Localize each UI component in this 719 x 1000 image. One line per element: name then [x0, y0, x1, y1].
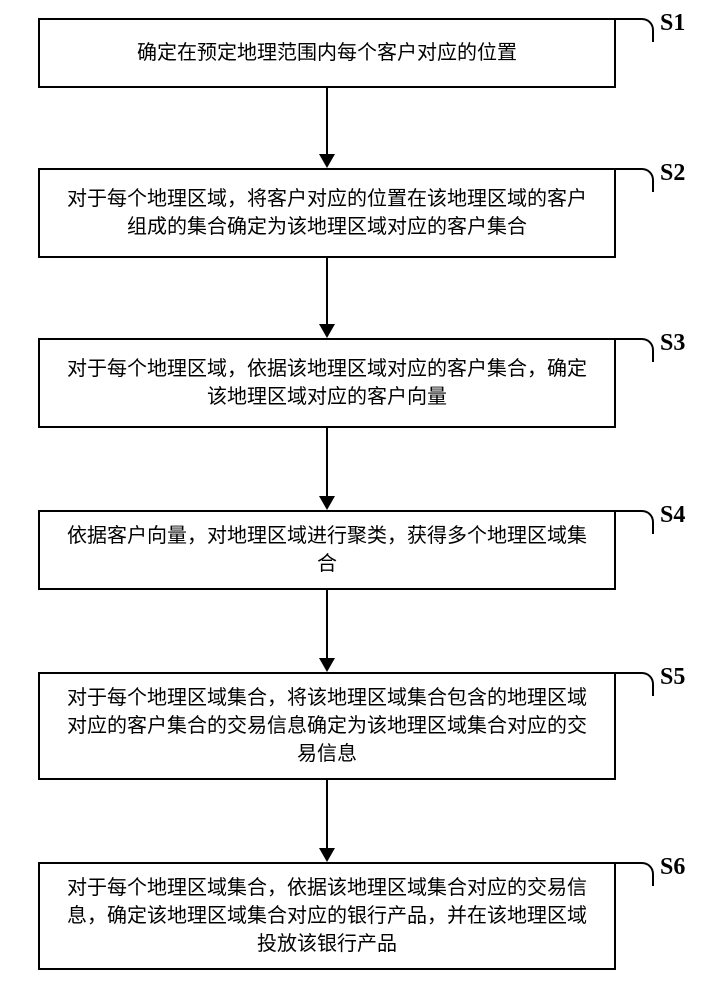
step-text-s4: 依据客户向量，对地理区域进行聚类，获得多个地理区域集合 — [60, 522, 594, 578]
step-label-s3: S3 — [660, 330, 685, 357]
step-label-s4: S4 — [660, 502, 685, 529]
arrow-line-3 — [326, 428, 328, 496]
step-text-s1: 确定在预定地理范围内每个客户对应的位置 — [137, 39, 517, 67]
step-label-s1: S1 — [660, 10, 685, 37]
arrow-head-1 — [319, 154, 335, 168]
step-text-s5: 对于每个地理区域集合，将该地理区域集合包含的地理区域对应的客户集合的交易信息确定… — [60, 684, 594, 768]
arrow-line-4 — [326, 590, 328, 658]
flowchart-container: 确定在预定地理范围内每个客户对应的位置 S1 对于每个地理区域，将客户对应的位置… — [0, 0, 719, 1000]
label-connector-s1 — [616, 18, 654, 42]
label-connector-s5 — [616, 672, 654, 696]
step-text-s6: 对于每个地理区域集合，依据该地理区域集合对应的交易信息，确定该地理区域集合对应的… — [60, 874, 594, 958]
arrow-line-5 — [326, 780, 328, 848]
arrow-line-2 — [326, 258, 328, 324]
step-text-s3: 对于每个地理区域，依据该地理区域对应的客户集合，确定该地理区域对应的客户向量 — [60, 355, 594, 411]
arrow-head-3 — [319, 496, 335, 510]
step-box-s3: 对于每个地理区域，依据该地理区域对应的客户集合，确定该地理区域对应的客户向量 — [38, 338, 616, 428]
arrow-line-1 — [326, 88, 328, 154]
step-box-s5: 对于每个地理区域集合，将该地理区域集合包含的地理区域对应的客户集合的交易信息确定… — [38, 672, 616, 780]
step-label-s5: S5 — [660, 664, 685, 691]
step-label-s6: S6 — [660, 854, 685, 881]
label-connector-s6 — [616, 862, 654, 886]
label-connector-s2 — [616, 168, 654, 192]
label-connector-s3 — [616, 338, 654, 362]
step-label-s2: S2 — [660, 160, 685, 187]
arrow-head-5 — [319, 848, 335, 862]
label-connector-s4 — [616, 510, 654, 534]
step-box-s4: 依据客户向量，对地理区域进行聚类，获得多个地理区域集合 — [38, 510, 616, 590]
arrow-head-4 — [319, 658, 335, 672]
step-box-s2: 对于每个地理区域，将客户对应的位置在该地理区域的客户组成的集合确定为该地理区域对… — [38, 168, 616, 258]
step-text-s2: 对于每个地理区域，将客户对应的位置在该地理区域的客户组成的集合确定为该地理区域对… — [60, 185, 594, 241]
step-box-s6: 对于每个地理区域集合，依据该地理区域集合对应的交易信息，确定该地理区域集合对应的… — [38, 862, 616, 970]
step-box-s1: 确定在预定地理范围内每个客户对应的位置 — [38, 18, 616, 88]
arrow-head-2 — [319, 324, 335, 338]
